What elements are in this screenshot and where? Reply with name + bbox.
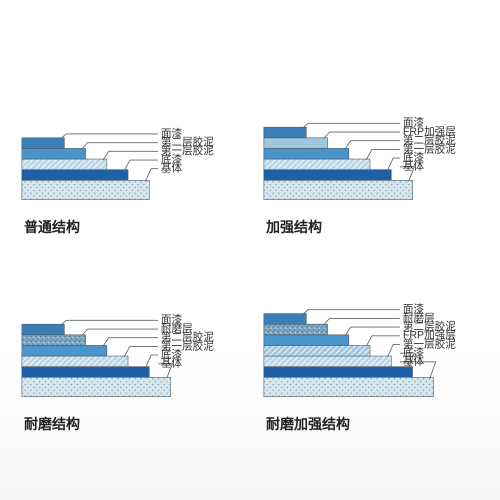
leader-line [387,344,400,357]
leader-line [324,318,400,325]
leader-line [345,141,400,150]
leader-line [103,151,158,160]
leader-line [387,158,400,171]
layer-label: 面漆 [161,127,183,140]
leader-line [302,310,399,315]
layer-rect [22,335,86,346]
panel-title: 耐磨结构 [24,414,80,434]
diagram-sheet: 基体底漆第一层胶泥第二层胶泥面漆 普通结构 基体底漆第一层胶泥第二层胶泥FRP加… [0,0,500,500]
leader-line [82,329,158,336]
structure-panel: 基体底漆第一层胶泥第二层胶泥FRP加强层面漆 加强结构 [260,60,482,233]
leader-line [302,123,399,128]
layer-rect [22,345,107,356]
leader-line [345,327,400,336]
layer-rect [264,148,349,159]
layer-rect [22,180,149,199]
layer-rect [22,148,86,159]
layer-rect [22,170,128,181]
layer-rect [22,324,64,335]
layer-rect [264,367,413,378]
layer-label: 面漆 [161,313,183,326]
leader-line [60,320,157,325]
layer-rect [264,314,306,325]
leader-line [145,169,158,182]
layer-rect [264,180,413,199]
layer-rect [22,377,171,396]
layer-label: 面漆 [403,116,425,129]
leader-line [82,143,158,150]
panel-title: 普通结构 [24,217,80,237]
layer-rect [22,159,107,170]
layer-rect [264,127,306,138]
layer-rect [264,345,370,356]
leader-line [60,134,157,139]
panel-title: 耐磨加强结构 [266,414,350,434]
panel-title: 加强结构 [266,217,322,237]
layer-rect [264,356,391,367]
layer-rect [264,159,370,170]
layer-rect [264,335,349,346]
structure-panel: 基体底漆第一层胶泥FRP加强层第二层胶泥耐磨层面漆 耐磨加强结构 [260,257,482,430]
leader-line [103,338,158,347]
layer-rect [22,356,128,367]
layer-label: 面漆 [403,303,425,316]
leader-line [145,355,158,368]
layer-rect [264,170,391,181]
structure-panel: 基体底漆第一层胶泥第二层胶泥耐磨层面漆 耐磨结构 [18,257,240,430]
layer-rect [22,138,64,149]
structure-panel: 基体底漆第一层胶泥第二层胶泥面漆 普通结构 [18,60,240,233]
leader-line [324,132,400,139]
layer-rect [264,324,328,335]
layer-rect [22,367,149,378]
layer-rect [264,138,328,149]
layer-rect [264,377,434,396]
